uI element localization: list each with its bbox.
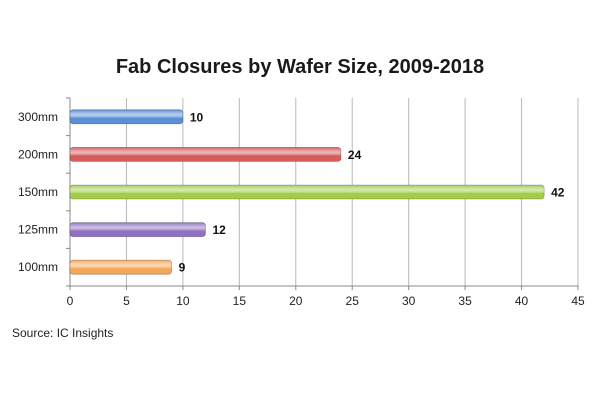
- x-tick-label: 25: [346, 294, 360, 308]
- chart-title: Fab Closures by Wafer Size, 2009-2018: [115, 56, 485, 78]
- x-tick-label: 5: [123, 294, 130, 308]
- y-category-label: 150mm: [18, 185, 58, 199]
- x-tick-label: 20: [289, 294, 303, 308]
- bar-100mm-highlight: [69, 259, 172, 275]
- y-category-label: 200mm: [18, 147, 58, 161]
- x-tick-label: 0: [67, 294, 74, 308]
- data-label-125mm: 12: [212, 223, 226, 237]
- x-tick-label: 45: [571, 294, 585, 308]
- x-tick-label: 15: [233, 294, 247, 308]
- x-tick-label: 40: [515, 294, 529, 308]
- data-label-100mm: 9: [179, 261, 186, 275]
- bar-300mm-highlight: [69, 109, 184, 125]
- data-label-150mm: 42: [551, 186, 565, 200]
- bar-200mm-highlight: [69, 146, 342, 162]
- y-category-label: 125mm: [18, 223, 58, 237]
- source-note: Source: IC Insights: [12, 326, 114, 340]
- x-tick-label: 30: [402, 294, 416, 308]
- y-category-label: 300mm: [18, 110, 58, 124]
- y-category-label: 100mm: [18, 260, 58, 274]
- data-label-300mm: 10: [190, 110, 204, 124]
- x-tick-label: 10: [176, 294, 190, 308]
- data-label-200mm: 24: [348, 148, 362, 162]
- x-tick-label: 35: [458, 294, 472, 308]
- bars: [69, 109, 545, 275]
- bar-150mm-highlight: [69, 184, 545, 200]
- labels: 0 5 10 15 20 25 30 35 40 45 300mm 10 200mm 24 150mm 42 1…: [18, 110, 585, 308]
- bar-125mm-highlight: [69, 222, 206, 238]
